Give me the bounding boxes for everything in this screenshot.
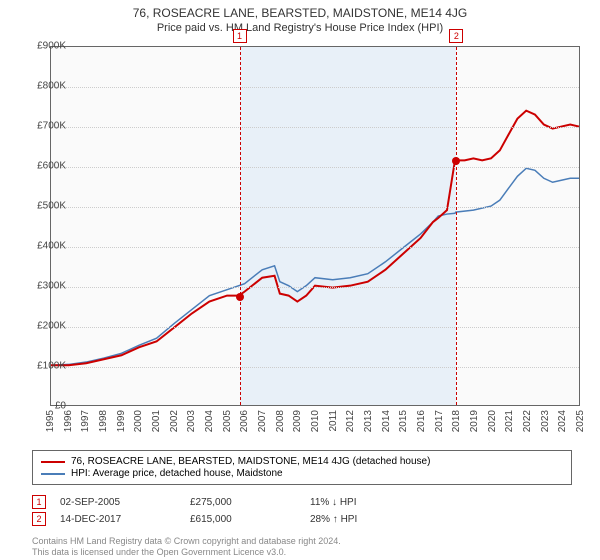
y-axis-label: £200K [37,321,66,332]
x-axis-label: 2013 [363,410,374,432]
plot-area: 12 [50,46,580,406]
y-axis-label: £700K [37,121,66,132]
x-axis-label: 2010 [310,410,321,432]
marker-line [240,47,241,405]
y-axis-label: £900K [37,41,66,52]
event-row: 2 14-DEC-2017 £615,000 28% ↑ HPI [32,512,572,526]
events-area: 1 02-SEP-2005 £275,000 11% ↓ HPI 2 14-DE… [32,492,572,529]
x-axis-label: 2022 [522,410,533,432]
event-date: 14-DEC-2017 [60,514,190,525]
x-axis-label: 2006 [239,410,250,432]
footnote-line: Contains HM Land Registry data © Crown c… [32,536,341,547]
y-axis-label: £600K [37,161,66,172]
x-axis-label: 2023 [540,410,551,432]
chart-title: 76, ROSEACRE LANE, BEARSTED, MAIDSTONE, … [0,6,600,20]
x-axis-label: 2014 [381,410,392,432]
gridline [51,247,579,248]
x-axis-label: 2018 [451,410,462,432]
x-axis-label: 1995 [45,410,56,432]
x-axis-label: 2025 [575,410,586,432]
x-axis-label: 1999 [116,410,127,432]
x-axis-label: 2024 [557,410,568,432]
x-axis-label: 1997 [80,410,91,432]
footnote-line: This data is licensed under the Open Gov… [32,547,341,558]
event-diff: 28% ↑ HPI [310,514,430,525]
x-axis-label: 2017 [434,410,445,432]
x-axis-label: 2009 [292,410,303,432]
x-axis-label: 2005 [222,410,233,432]
title-area: 76, ROSEACRE LANE, BEARSTED, MAIDSTONE, … [0,0,600,36]
x-axis-label: 2012 [345,410,356,432]
chart-container: 76, ROSEACRE LANE, BEARSTED, MAIDSTONE, … [0,0,600,560]
event-marker-icon: 1 [32,495,46,509]
event-price: £615,000 [190,514,310,525]
gridline [51,207,579,208]
x-axis-label: 2019 [469,410,480,432]
x-axis-label: 2003 [186,410,197,432]
legend-box: 76, ROSEACRE LANE, BEARSTED, MAIDSTONE, … [32,450,572,485]
legend-swatch [41,473,65,475]
marker-label: 1 [233,29,247,43]
marker-line [456,47,457,405]
event-row: 1 02-SEP-2005 £275,000 11% ↓ HPI [32,495,572,509]
event-price: £275,000 [190,497,310,508]
x-axis-label: 2021 [504,410,515,432]
legend-label: HPI: Average price, detached house, Maid… [71,468,283,479]
marker-label: 2 [449,29,463,43]
plot-svg [51,47,579,405]
x-axis-label: 2008 [275,410,286,432]
y-axis-label: £800K [37,81,66,92]
x-axis-label: 2011 [328,410,339,432]
event-date: 02-SEP-2005 [60,497,190,508]
gridline [51,367,579,368]
y-axis-label: £300K [37,281,66,292]
gridline [51,167,579,168]
x-axis-label: 2000 [133,410,144,432]
footnote: Contains HM Land Registry data © Crown c… [32,536,341,558]
chart-subtitle: Price paid vs. HM Land Registry's House … [0,22,600,34]
x-axis-label: 2001 [151,410,162,432]
x-axis-label: 2002 [169,410,180,432]
y-axis-label: £100K [37,361,66,372]
legend-swatch [41,461,65,463]
gridline [51,127,579,128]
gridline [51,87,579,88]
x-axis-label: 2016 [416,410,427,432]
event-marker-icon: 2 [32,512,46,526]
marker-dot-icon [236,293,244,301]
gridline [51,327,579,328]
event-diff: 11% ↓ HPI [310,497,430,508]
legend-label: 76, ROSEACRE LANE, BEARSTED, MAIDSTONE, … [71,456,430,467]
marker-dot-icon [452,157,460,165]
gridline [51,287,579,288]
series-line [51,168,579,365]
x-axis-label: 2015 [398,410,409,432]
legend-row: 76, ROSEACRE LANE, BEARSTED, MAIDSTONE, … [41,456,563,467]
x-axis-label: 1998 [98,410,109,432]
y-axis-label: £500K [37,201,66,212]
x-axis-label: 2004 [204,410,215,432]
legend-row: HPI: Average price, detached house, Maid… [41,468,563,479]
x-axis-label: 1996 [63,410,74,432]
y-axis-label: £400K [37,241,66,252]
x-axis-label: 2007 [257,410,268,432]
x-axis-label: 2020 [487,410,498,432]
